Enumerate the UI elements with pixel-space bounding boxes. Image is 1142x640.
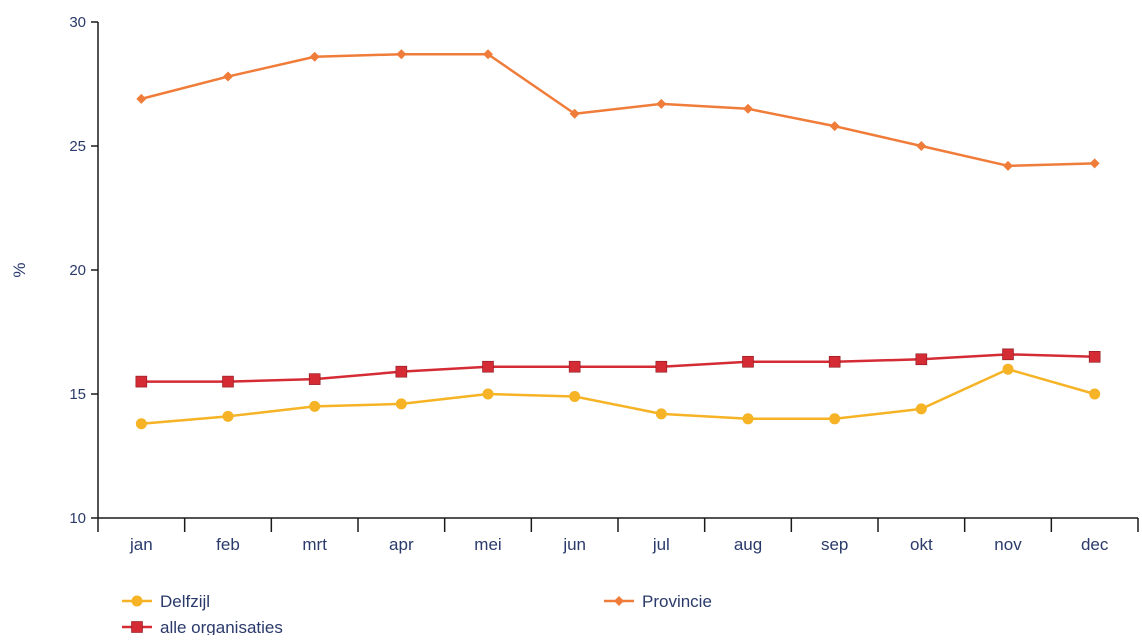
data-point xyxy=(483,49,493,60)
data-point xyxy=(395,365,408,378)
x-tick-label: jan xyxy=(129,535,153,554)
series-delfzijl xyxy=(135,363,1101,430)
data-point xyxy=(309,51,320,62)
data-point xyxy=(222,375,234,388)
legend-marker xyxy=(614,596,624,606)
y-tick-label: 10 xyxy=(69,510,86,527)
x-tick-label: sep xyxy=(821,535,848,554)
data-point xyxy=(743,103,753,114)
data-point xyxy=(1002,348,1014,361)
legend-item: alle organisaties xyxy=(122,618,283,637)
data-point xyxy=(828,355,841,368)
x-tick-label: jun xyxy=(562,535,586,554)
y-tick-label: 15 xyxy=(69,386,86,403)
x-tick-label: mrt xyxy=(302,535,327,554)
data-point xyxy=(1088,350,1101,363)
data-point xyxy=(309,400,321,412)
data-point xyxy=(915,403,927,415)
legend-marker xyxy=(131,621,143,633)
data-point xyxy=(136,93,147,104)
data-point xyxy=(482,388,494,400)
data-point xyxy=(396,49,407,60)
data-point xyxy=(915,353,928,366)
data-point xyxy=(135,375,148,388)
data-point xyxy=(482,360,494,373)
y-axis-title: % xyxy=(10,262,29,277)
data-point xyxy=(1003,160,1013,171)
data-point xyxy=(829,413,841,425)
x-tick-label: dec xyxy=(1081,535,1109,554)
x-tick-label: nov xyxy=(994,535,1022,554)
legend: Delfzijl alle organisaties Provincie xyxy=(122,592,712,637)
data-point xyxy=(135,418,147,430)
x-tick-label: okt xyxy=(910,535,933,554)
legend-item: Delfzijl xyxy=(122,592,210,611)
data-point xyxy=(1002,363,1014,375)
legend-label: alle organisaties xyxy=(160,618,283,635)
data-point xyxy=(1089,158,1100,169)
series-line xyxy=(141,52,1095,168)
series-line xyxy=(141,353,1095,383)
x-tick-label: feb xyxy=(216,535,240,554)
axes: 10 15 20 25 30% jan feb mrt apr mei jun jul aug sep ok… xyxy=(10,14,1139,554)
data-point xyxy=(569,108,580,119)
series-provincie xyxy=(136,49,1100,171)
data-point xyxy=(222,410,234,422)
y-tick-label: 30 xyxy=(69,14,86,31)
data-point xyxy=(395,398,407,410)
x-tick-label: jul xyxy=(652,535,670,554)
data-point xyxy=(916,141,927,151)
data-point xyxy=(223,71,233,82)
series-line xyxy=(141,367,1096,426)
series-layer xyxy=(135,49,1101,430)
y-tick-label: 20 xyxy=(69,262,86,279)
data-point xyxy=(829,121,840,132)
data-point xyxy=(1089,388,1101,400)
data-point xyxy=(568,360,581,373)
legend-marker xyxy=(131,595,143,607)
legend-item: Provincie xyxy=(604,592,712,611)
data-point xyxy=(655,408,667,420)
legend-label: Delfzijl xyxy=(160,592,210,611)
series-alle-organisaties xyxy=(135,348,1101,388)
legend-label: Provincie xyxy=(642,592,712,611)
x-tick-label: apr xyxy=(389,535,414,554)
data-point xyxy=(656,98,667,109)
data-point xyxy=(308,373,321,385)
data-point xyxy=(569,390,581,402)
x-tick-label: mei xyxy=(474,535,501,554)
data-point xyxy=(742,355,754,368)
x-tick-label: aug xyxy=(734,535,762,554)
y-tick-label: 25 xyxy=(69,138,86,155)
data-point xyxy=(655,360,668,373)
data-point xyxy=(742,413,754,425)
